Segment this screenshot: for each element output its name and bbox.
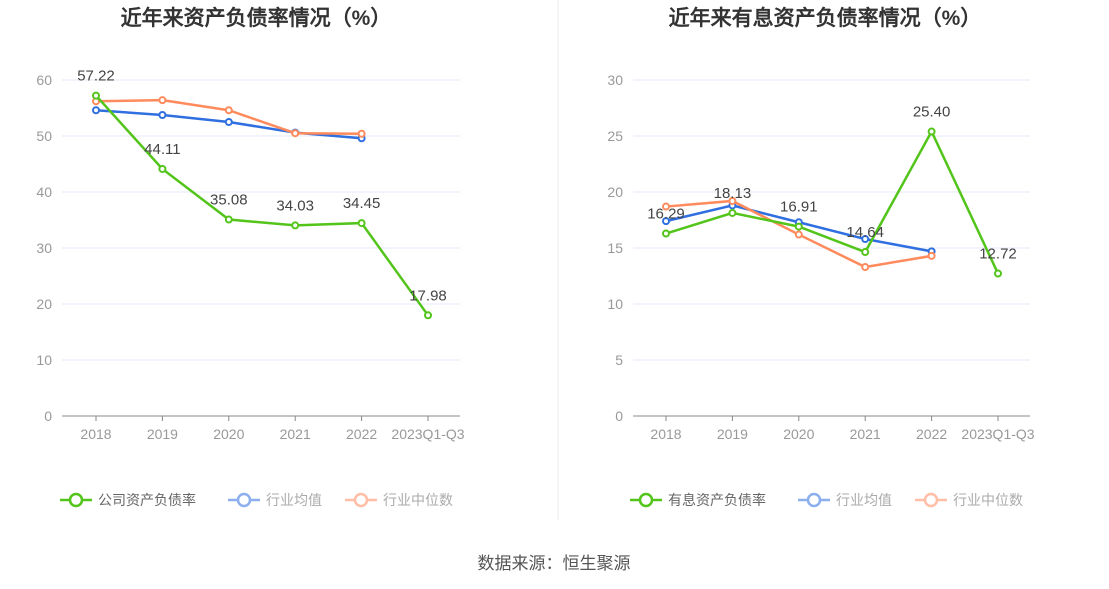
y-tick-label: 0 xyxy=(615,408,623,424)
data-label: 44.11 xyxy=(144,141,180,158)
x-tick-label: 2022 xyxy=(916,426,947,442)
legend-marker-icon xyxy=(353,492,369,508)
data-label: 14.64 xyxy=(846,224,884,241)
data-point[interactable] xyxy=(927,251,936,260)
y-tick-label: 5 xyxy=(615,352,623,368)
x-tick-label: 2022 xyxy=(346,426,377,442)
y-tick-label: 20 xyxy=(607,184,623,200)
data-point[interactable] xyxy=(794,222,803,231)
y-tick-label: 40 xyxy=(36,184,52,200)
chart-title: 近年来资产负债率情况（%） xyxy=(121,6,392,30)
data-point[interactable] xyxy=(357,129,366,138)
series-company: 57.22 44.11 35.08 34.03 34.45 17.98 xyxy=(77,68,447,320)
data-point[interactable] xyxy=(994,269,1002,278)
y-tick-label: 0 xyxy=(44,408,52,424)
legend-label: 公司资产负债率 xyxy=(98,492,196,508)
data-label: 16.29 xyxy=(647,206,685,223)
legend-marker-icon xyxy=(923,492,939,508)
series-median xyxy=(662,196,936,272)
data-point[interactable] xyxy=(158,111,167,119)
y-tick-label: 20 xyxy=(36,296,52,312)
legend-item-median[interactable]: 行业中位数 xyxy=(915,492,1023,508)
data-label: 12.72 xyxy=(979,246,1017,263)
series-company: 16.29 18.13 16.91 14.64 25.40 12.72 xyxy=(647,104,1017,278)
data-point[interactable] xyxy=(861,235,870,244)
legend-marker-icon xyxy=(638,492,654,508)
data-point[interactable] xyxy=(224,118,233,126)
x-tick-label: 2020 xyxy=(213,426,244,442)
series-median xyxy=(92,96,366,138)
data-point[interactable] xyxy=(861,263,870,272)
data-point[interactable] xyxy=(662,229,670,238)
legend-label: 行业均值 xyxy=(266,492,322,508)
y-tick-label: 10 xyxy=(607,296,623,312)
legend-label: 有息资产负债率 xyxy=(668,492,766,508)
legend-item-avg[interactable]: 行业均值 xyxy=(798,492,892,508)
series-line xyxy=(665,128,1000,275)
chart-1: 近年来资产负债率情况（%） 0 10 20 30 40 50 60 2018 2019 2020 20… xyxy=(36,6,464,508)
y-tick-label: 30 xyxy=(36,240,52,256)
data-point[interactable] xyxy=(728,208,737,217)
data-point[interactable] xyxy=(357,219,366,228)
x-tick-label: 2019 xyxy=(147,426,178,442)
data-label: 57.22 xyxy=(77,68,115,85)
x-tick-label: 2023Q1-Q3 xyxy=(391,426,464,442)
y-tick-label: 25 xyxy=(607,128,623,144)
legend-label: 行业中位数 xyxy=(383,492,453,508)
series-line xyxy=(95,98,362,136)
data-point[interactable] xyxy=(158,164,167,173)
legend-marker-icon xyxy=(806,492,822,508)
y-tick-label: 10 xyxy=(36,352,52,368)
legend-label: 行业中位数 xyxy=(953,492,1023,508)
data-point[interactable] xyxy=(662,202,670,211)
y-tick-label: 30 xyxy=(607,72,623,88)
chart-title: 近年来有息资产负债率情况（%） xyxy=(669,6,982,30)
x-tick-label: 2018 xyxy=(80,426,111,442)
data-point[interactable] xyxy=(224,106,233,115)
x-tick-label: 2021 xyxy=(280,426,311,442)
y-tick-label: 15 xyxy=(607,240,623,256)
x-tick-label: 2023Q1-Q3 xyxy=(961,426,1034,442)
data-point[interactable] xyxy=(92,91,100,100)
data-point[interactable] xyxy=(158,96,167,105)
data-label: 34.03 xyxy=(276,197,314,214)
legend-label: 行业均值 xyxy=(836,492,892,508)
legend-item-company[interactable]: 有息资产负债率 xyxy=(630,492,766,508)
data-label: 25.40 xyxy=(913,104,951,121)
legend-marker-icon xyxy=(236,492,252,508)
legend-item-median[interactable]: 行业中位数 xyxy=(345,492,453,508)
legend-item-avg[interactable]: 行业均值 xyxy=(228,492,322,508)
y-tick-label: 60 xyxy=(36,72,52,88)
data-point[interactable] xyxy=(861,248,870,257)
data-label: 16.91 xyxy=(780,199,818,216)
data-label: 34.45 xyxy=(343,195,381,212)
x-tick-label: 2019 xyxy=(717,426,748,442)
data-label: 17.98 xyxy=(409,287,447,304)
data-source: 数据来源：恒生聚源 xyxy=(478,554,631,573)
data-point[interactable] xyxy=(291,221,300,230)
data-point[interactable] xyxy=(224,215,233,224)
legend-item-company[interactable]: 公司资产负债率 xyxy=(60,492,196,508)
data-point[interactable] xyxy=(728,196,737,205)
x-tick-label: 2020 xyxy=(783,426,814,442)
data-point[interactable] xyxy=(794,230,803,239)
data-label: 18.13 xyxy=(714,185,752,202)
data-label: 35.08 xyxy=(210,192,248,209)
x-tick-label: 2021 xyxy=(850,426,881,442)
data-point[interactable] xyxy=(927,127,936,136)
legend-marker-icon xyxy=(68,492,84,508)
chart-2: 近年来有息资产负债率情况（%） 0 5 10 15 20 25 30 2018 2019 2020 2… xyxy=(607,6,1034,508)
series-line xyxy=(95,94,430,317)
y-tick-label: 50 xyxy=(36,128,52,144)
data-point[interactable] xyxy=(424,311,432,320)
x-tick-label: 2018 xyxy=(650,426,681,442)
data-point[interactable] xyxy=(92,106,100,115)
data-point[interactable] xyxy=(291,129,300,138)
data-point[interactable] xyxy=(662,217,670,226)
